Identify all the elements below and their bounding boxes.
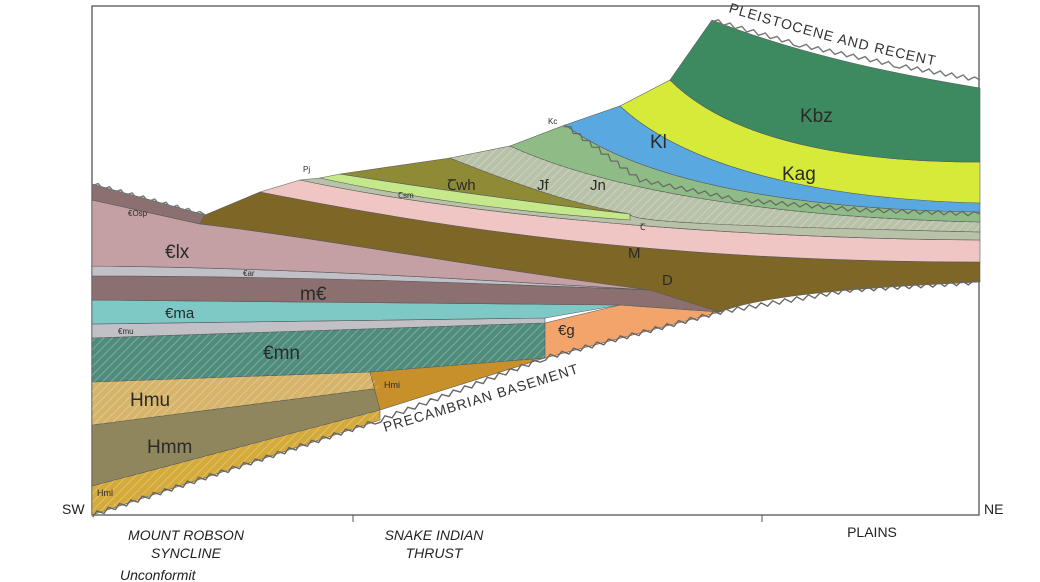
label-car: €ar <box>243 269 255 278</box>
label-d: D <box>662 272 673 289</box>
loc-plains: PLAINS <box>847 524 897 540</box>
loc-mount-robson-1: MOUNT ROBSON <box>128 527 245 543</box>
loc-snake-indian-1: SNAKE INDIAN <box>385 527 485 543</box>
footnote: Unconformit <box>120 567 197 582</box>
unconformity-cretaceous <box>563 126 981 217</box>
label-cg: €g <box>558 322 575 339</box>
label-pj: Pj <box>303 165 310 174</box>
label-kbz: Kbz <box>800 106 833 127</box>
unit-kbz <box>669 19 981 163</box>
hatch-overlay <box>92 323 545 382</box>
loc-snake-indian-2: THRUST <box>406 545 464 561</box>
label-cosp: €Osp <box>128 209 148 218</box>
label-cmn: €mn <box>263 343 300 364</box>
label-cma: €ma <box>165 305 195 322</box>
label-hmm: Hmm <box>147 437 192 458</box>
label-tsm: Ꞇsm <box>398 191 414 200</box>
hatch-overlay <box>450 146 980 232</box>
axis-right-label: NE <box>984 501 1003 517</box>
label-jf: Jf <box>537 177 550 194</box>
label-hmu: Hmu <box>130 390 170 411</box>
label-hmi: Hmi <box>384 380 400 390</box>
unconformity-left <box>91 182 206 216</box>
hatch-overlay <box>92 372 380 425</box>
unconformity-top <box>711 18 981 81</box>
axis-left-label: SW <box>62 501 85 517</box>
label-mc: m€ <box>300 284 327 305</box>
label-cmu: €mu <box>118 327 134 336</box>
label-kc: Kc <box>548 117 557 126</box>
label-hml: Hml <box>97 488 113 498</box>
label-jn: Jn <box>590 177 606 194</box>
unconformity-basement <box>92 279 981 518</box>
label-kag: Kag <box>782 164 816 185</box>
loc-mount-robson-2: SYNCLINE <box>151 545 222 561</box>
label-clx: €lx <box>165 242 190 263</box>
label-twh: Ꞇwh <box>447 177 476 194</box>
label-kl: Kl <box>650 132 667 153</box>
label-t: Ꞇ <box>640 222 646 232</box>
label-m: M <box>628 245 641 262</box>
